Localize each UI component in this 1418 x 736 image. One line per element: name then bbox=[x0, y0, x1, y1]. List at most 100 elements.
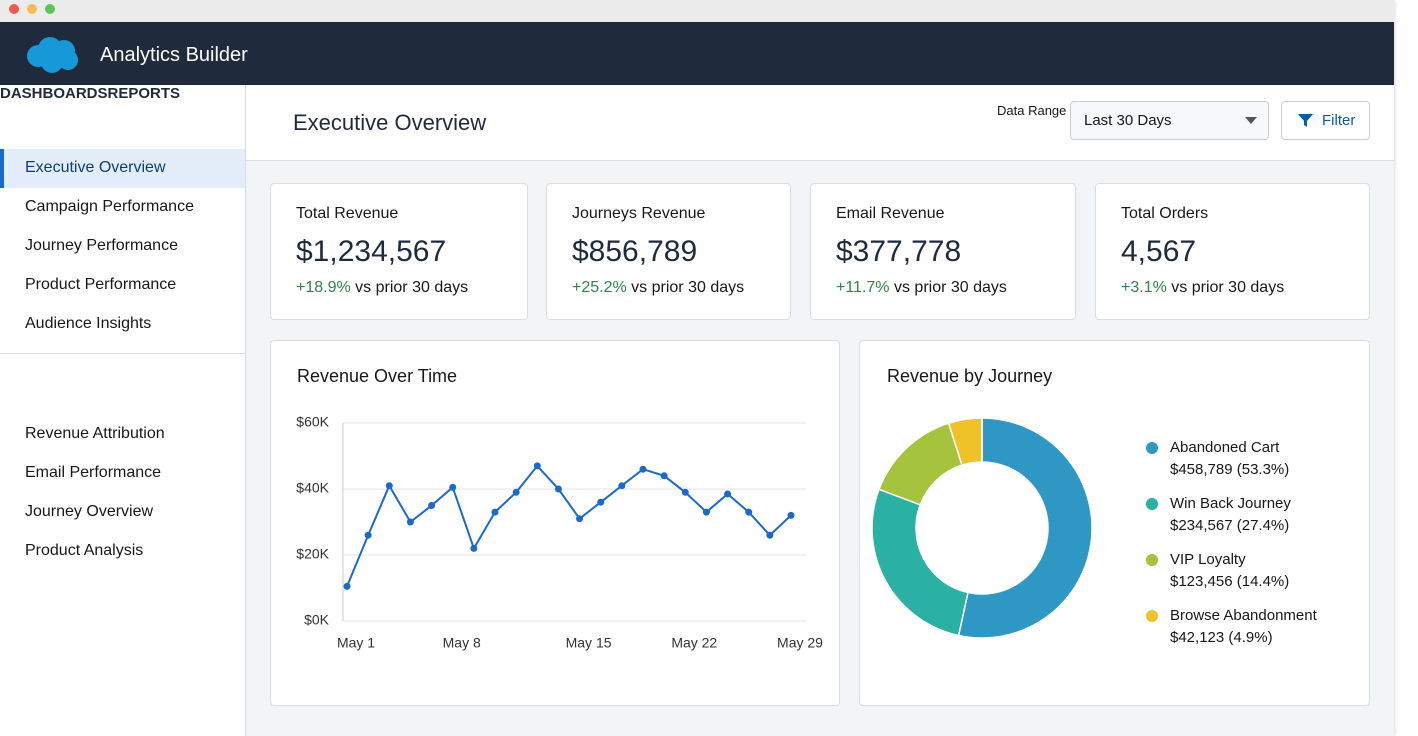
data-point bbox=[470, 544, 478, 552]
donut-chart: Revenue by Journey Abandoned Cart $458,789… bbox=[871, 366, 1318, 646]
kpi-change-row: +25.2% vs prior 30 days bbox=[572, 276, 744, 300]
donut-chart-card: Revenue by Journey Abandoned Cart $458,789… bbox=[859, 340, 1370, 706]
legend-label: Browse Abandonment bbox=[1170, 607, 1318, 624]
kpi-label: Total Revenue bbox=[296, 205, 399, 222]
data-point bbox=[491, 508, 499, 516]
filter-button[interactable]: Filter bbox=[1281, 101, 1370, 140]
divider bbox=[0, 353, 245, 354]
logo bbox=[27, 37, 78, 73]
data-point bbox=[597, 498, 605, 506]
kpi-value: 4,567 bbox=[1121, 235, 1197, 268]
nav-item[interactable]: Campaign Performance bbox=[0, 188, 245, 227]
data-point bbox=[428, 502, 436, 509]
nav-item-label: Product Analysis bbox=[25, 542, 144, 559]
legend-label: Abandoned Cart bbox=[1170, 439, 1280, 456]
data-point bbox=[681, 488, 689, 496]
data-point bbox=[724, 490, 732, 498]
line-chart-card: Revenue Over Time $0K $20K $40K $60K May 1 May… bbox=[270, 340, 840, 706]
filter-icon bbox=[1298, 114, 1313, 127]
filter-label: Filter bbox=[1322, 112, 1356, 129]
data-point bbox=[745, 508, 753, 516]
title-bar bbox=[0, 0, 1394, 22]
data-point bbox=[787, 511, 795, 519]
nav-item[interactable]: Revenue Attribution bbox=[0, 415, 245, 454]
legend-marker bbox=[1146, 554, 1158, 566]
nav-item-label: Journey Performance bbox=[25, 237, 178, 254]
chart-title: Revenue by Journey bbox=[887, 366, 1052, 386]
nav-item-label: Executive Overview bbox=[25, 159, 166, 176]
kpi-label: Journeys Revenue bbox=[572, 205, 706, 222]
kpi-card: Total Revenue $1,234,567 +18.9% vs prior 3… bbox=[270, 183, 528, 320]
donut-segment bbox=[871, 488, 969, 637]
data-point bbox=[618, 482, 626, 490]
nav-item[interactable]: Email Performance bbox=[0, 454, 245, 493]
nav-item-label: Campaign Performance bbox=[25, 198, 194, 215]
legend-marker bbox=[1146, 610, 1158, 622]
section-title: REPORTS bbox=[107, 85, 181, 102]
minimize-button[interactable] bbox=[27, 4, 37, 14]
data-point bbox=[449, 483, 457, 491]
kpi-change-row: +11.7% vs prior 30 days bbox=[836, 276, 1007, 300]
legend-value: $234,567 (27.4%) bbox=[1170, 517, 1289, 534]
y-tick-label: $60K bbox=[296, 414, 329, 430]
x-tick-label: May 22 bbox=[671, 635, 717, 651]
kpi-change-row: +18.9% vs prior 30 days bbox=[296, 276, 468, 300]
kpi-comparison: vs prior 30 days bbox=[631, 279, 745, 296]
section-title: DASHBOARDS bbox=[0, 85, 108, 102]
window-controls bbox=[9, 4, 55, 14]
legend-marker bbox=[1146, 442, 1158, 454]
data-point bbox=[343, 582, 351, 590]
data-point bbox=[554, 485, 562, 493]
legend-value: $42,123 (4.9%) bbox=[1170, 629, 1273, 646]
donut-segment bbox=[947, 417, 983, 467]
data-point bbox=[766, 531, 774, 539]
kpi-card: Email Revenue $377,778 +11.7% vs prior 30 … bbox=[810, 183, 1076, 320]
y-tick-label: $0K bbox=[304, 612, 330, 628]
nav-item-label: Audience Insights bbox=[25, 315, 152, 332]
nav-item[interactable]: Audience Insights bbox=[0, 305, 245, 344]
kpi-label: Email Revenue bbox=[836, 205, 945, 222]
kpi-change-row: +3.1% vs prior 30 days bbox=[1121, 276, 1284, 300]
nav-item[interactable]: Product Analysis bbox=[0, 532, 245, 571]
nav-item[interactable]: Executive Overview bbox=[0, 149, 245, 188]
kpi-comparison: vs prior 30 days bbox=[893, 279, 1007, 296]
data-point bbox=[576, 515, 584, 523]
data-point bbox=[406, 518, 414, 526]
x-tick-label: May 29 bbox=[777, 635, 823, 651]
kpi-card: Total Orders 4,567 +3.1% vs prior 30 days bbox=[1095, 183, 1370, 320]
maximize-button[interactable] bbox=[45, 4, 55, 14]
data-point bbox=[533, 462, 541, 470]
nav-item[interactable]: Product Performance bbox=[0, 266, 245, 305]
range-dropdown[interactable]: Last 30 Days bbox=[1070, 101, 1269, 140]
x-tick-label: May 15 bbox=[566, 635, 612, 651]
nav-item[interactable]: Journey Performance bbox=[0, 227, 245, 266]
range-value: Last 30 Days bbox=[1084, 112, 1172, 129]
nav-item-label: Product Performance bbox=[25, 276, 177, 293]
range-label: Data Range bbox=[997, 103, 1067, 118]
sidebar: DASHBOARDS Executive Overview Campaign Per… bbox=[0, 85, 246, 736]
nav-item-label: Revenue Attribution bbox=[25, 425, 165, 442]
kpi-label: Total Orders bbox=[1121, 205, 1209, 222]
data-point bbox=[702, 508, 710, 516]
kpi-change: +25.2% bbox=[572, 279, 627, 296]
nav-item[interactable]: Journey Overview bbox=[0, 493, 245, 532]
chart-title: Revenue Over Time bbox=[297, 366, 457, 386]
legend-value: $123,456 (14.4%) bbox=[1170, 573, 1289, 590]
donut-segment bbox=[957, 417, 1093, 639]
nav-item-label: Journey Overview bbox=[25, 503, 154, 520]
kpi-comparison: vs prior 30 days bbox=[1171, 279, 1285, 296]
line-chart: Revenue Over Time $0K $20K $40K $60K May 1 May… bbox=[296, 366, 823, 651]
data-point bbox=[385, 482, 393, 490]
kpi-card: Journeys Revenue $856,789 +25.2% vs prior … bbox=[546, 183, 791, 320]
legend-label: VIP Loyalty bbox=[1170, 551, 1246, 568]
page-header: Executive Overview Data Range Last 30 Da… bbox=[246, 85, 1394, 161]
page-title: Executive Overview bbox=[293, 110, 487, 135]
close-button[interactable] bbox=[9, 4, 19, 14]
dropdown-caret bbox=[1245, 117, 1257, 124]
data-point bbox=[364, 531, 372, 539]
y-tick-label: $40K bbox=[296, 480, 329, 496]
app-header: Analytics Builder bbox=[0, 22, 1394, 85]
kpi-value: $377,778 bbox=[836, 235, 962, 268]
data-point bbox=[639, 465, 647, 473]
